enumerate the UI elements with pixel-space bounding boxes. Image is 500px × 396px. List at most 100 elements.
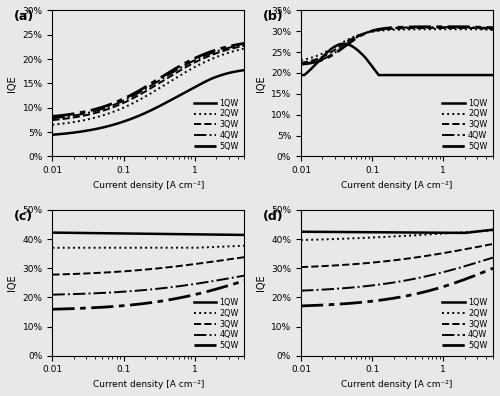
5QW: [412, 292, 418, 297]
3QW: [490, 27, 496, 31]
Line: 5QW: 5QW: [52, 281, 244, 309]
4QW: [490, 255, 496, 260]
Line: 1QW: 1QW: [301, 44, 493, 75]
Y-axis label: IQE: IQE: [7, 75, 17, 92]
4QW: [402, 278, 408, 283]
4QW: [298, 288, 304, 293]
2QW: [142, 246, 148, 250]
Line: 3QW: 3QW: [301, 28, 493, 63]
2QW: [486, 228, 492, 233]
5QW: [50, 307, 56, 312]
5QW: [207, 288, 213, 293]
5QW: [490, 25, 496, 30]
4QW: [490, 26, 496, 30]
1QW: [456, 230, 462, 235]
4QW: [389, 26, 395, 30]
2QW: [486, 27, 492, 32]
Line: 3QW: 3QW: [52, 46, 244, 120]
4QW: [164, 286, 170, 290]
5QW: [242, 278, 248, 283]
3QW: [390, 26, 396, 31]
3QW: [50, 118, 56, 122]
1QW: [412, 230, 418, 235]
5QW: [50, 114, 56, 119]
3QW: [412, 26, 418, 30]
3QW: [237, 44, 243, 49]
Legend: 1QW, 2QW, 3QW, 4QW, 5QW: 1QW, 2QW, 3QW, 4QW, 5QW: [440, 297, 489, 352]
1QW: [164, 232, 170, 236]
5QW: [154, 78, 160, 83]
2QW: [389, 27, 395, 32]
3QW: [298, 60, 304, 65]
Text: (a): (a): [14, 10, 34, 23]
5QW: [237, 280, 243, 284]
3QW: [242, 44, 248, 48]
5QW: [389, 25, 395, 30]
3QW: [298, 265, 304, 269]
Y-axis label: IQE: IQE: [7, 274, 17, 291]
1QW: [237, 232, 243, 237]
1QW: [154, 105, 160, 110]
2QW: [140, 246, 146, 250]
4QW: [154, 80, 160, 85]
5QW: [298, 304, 304, 308]
4QW: [402, 25, 408, 30]
Line: 2QW: 2QW: [301, 230, 493, 240]
3QW: [237, 255, 243, 260]
1QW: [340, 42, 346, 46]
5QW: [242, 41, 248, 46]
5QW: [140, 86, 146, 90]
2QW: [154, 88, 160, 92]
5QW: [402, 25, 408, 29]
4QW: [237, 43, 243, 48]
3QW: [140, 267, 146, 272]
Line: 5QW: 5QW: [301, 268, 493, 306]
2QW: [242, 244, 248, 248]
3QW: [402, 257, 408, 261]
2QW: [164, 246, 170, 250]
1QW: [298, 229, 304, 234]
5QW: [154, 299, 160, 304]
Line: 1QW: 1QW: [52, 232, 244, 235]
4QW: [142, 87, 148, 92]
2QW: [402, 27, 408, 32]
3QW: [242, 255, 248, 259]
5QW: [237, 42, 243, 46]
4QW: [465, 25, 471, 30]
4QW: [389, 280, 395, 285]
X-axis label: Current density [A cm⁻²]: Current density [A cm⁻²]: [342, 380, 452, 389]
X-axis label: Current density [A cm⁻²]: Current density [A cm⁻²]: [342, 181, 452, 190]
4QW: [50, 292, 56, 297]
4QW: [50, 116, 56, 121]
3QW: [142, 89, 148, 94]
2QW: [50, 246, 56, 250]
1QW: [242, 232, 248, 237]
3QW: [402, 26, 408, 30]
4QW: [207, 51, 213, 56]
5QW: [390, 296, 396, 301]
1QW: [140, 111, 146, 116]
Line: 1QW: 1QW: [301, 230, 493, 233]
1QW: [50, 132, 56, 137]
4QW: [412, 25, 418, 30]
1QW: [462, 230, 468, 235]
2QW: [154, 246, 160, 250]
Line: 5QW: 5QW: [301, 27, 493, 64]
2QW: [298, 58, 304, 63]
1QW: [207, 77, 213, 82]
4QW: [412, 276, 418, 281]
4QW: [390, 280, 396, 285]
Line: 3QW: 3QW: [52, 257, 244, 275]
2QW: [490, 28, 496, 32]
4QW: [486, 257, 492, 261]
2QW: [207, 245, 213, 249]
2QW: [390, 234, 396, 239]
Line: 4QW: 4QW: [301, 27, 493, 64]
3QW: [456, 26, 462, 30]
2QW: [412, 233, 418, 238]
Text: (b): (b): [262, 10, 283, 23]
3QW: [486, 27, 492, 31]
1QW: [402, 230, 408, 235]
1QW: [237, 69, 243, 73]
3QW: [142, 267, 148, 272]
